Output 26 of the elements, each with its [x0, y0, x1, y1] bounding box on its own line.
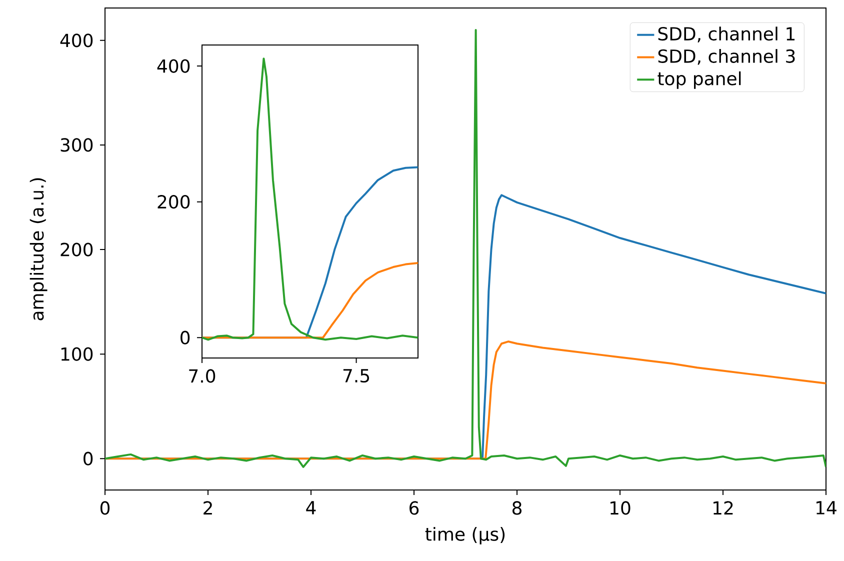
legend-label: SDD, channel 3	[658, 49, 795, 65]
x-tick-label: 8	[512, 501, 522, 515]
x-tick-label: 4	[306, 501, 316, 514]
y-tick-label: 300	[60, 138, 93, 152]
y-tick-label: 400	[60, 34, 93, 48]
y-tick-label: 200	[60, 242, 93, 256]
x-tick-label: 14	[816, 501, 836, 514]
line-series	[202, 262, 418, 339]
line-series	[105, 28, 826, 468]
x-tick-label: 10	[610, 501, 630, 515]
legend-label: top panel	[658, 71, 741, 89]
x-tick-label: 7.0	[189, 369, 216, 383]
y-tick-label: 200	[158, 195, 190, 209]
x-tick-label: 2	[204, 501, 212, 515]
x-axis-title: time (µs)	[425, 526, 505, 544]
y-tick-label: 100	[61, 347, 93, 361]
y-tick-label: 0	[180, 330, 190, 344]
y-axis-title: amplitude (a.u.)	[30, 178, 48, 320]
x-tick-label: 0	[100, 501, 110, 515]
x-tick-label: 6	[410, 501, 419, 515]
y-tick-label: 400	[157, 59, 190, 73]
x-tick-label: 12	[714, 501, 733, 515]
y-tick-label: 0	[84, 452, 93, 466]
x-tick-label: 7.5	[343, 369, 370, 383]
legend-label: SDD, channel 1	[658, 26, 795, 42]
line-series	[202, 58, 418, 341]
